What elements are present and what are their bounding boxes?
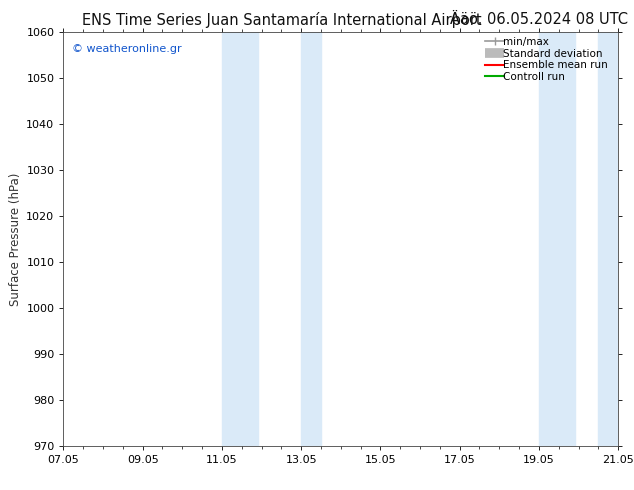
Bar [598, 32, 618, 446]
Text: ENS Time Series Juan Santamaría International Airport: ENS Time Series Juan Santamaría Internat… [82, 12, 482, 28]
Text: Ääö. 06.05.2024 08 UTC: Ääö. 06.05.2024 08 UTC [450, 12, 628, 27]
Y-axis label: Surface Pressure (hPa): Surface Pressure (hPa) [9, 172, 22, 306]
Bar [222, 32, 257, 446]
Bar [539, 32, 574, 446]
Text: © weatheronline.gr: © weatheronline.gr [72, 44, 181, 54]
Bar [301, 32, 321, 446]
Legend: min/max, Standard deviation, Ensemble mean run, Controll run: min/max, Standard deviation, Ensemble me… [483, 35, 615, 84]
